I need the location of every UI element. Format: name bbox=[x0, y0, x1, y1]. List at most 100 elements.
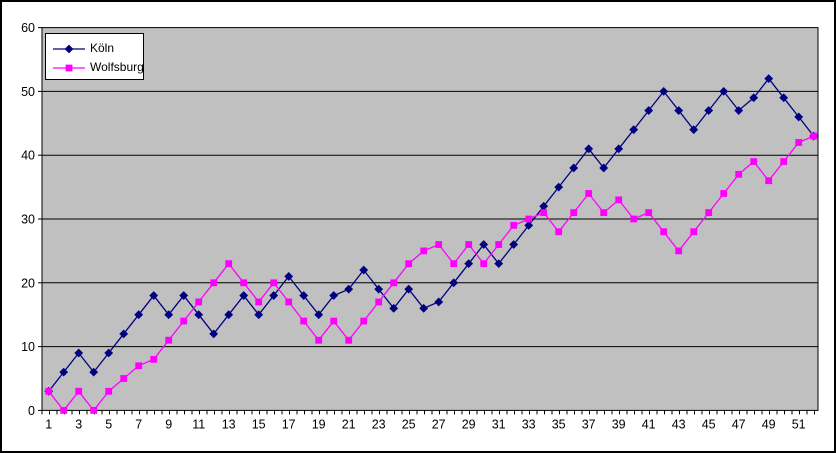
series-wolfsburg-point bbox=[750, 158, 758, 165]
series-koln-point bbox=[134, 310, 144, 320]
svg-text:45: 45 bbox=[702, 417, 716, 431]
series-wolfsburg-point bbox=[270, 279, 278, 287]
svg-text:39: 39 bbox=[612, 417, 626, 431]
series-koln-point bbox=[644, 106, 654, 115]
series-koln-point bbox=[704, 106, 714, 115]
svg-text:23: 23 bbox=[372, 417, 386, 431]
svg-text:29: 29 bbox=[462, 417, 476, 431]
x-axis-ticks bbox=[41, 410, 815, 415]
series-koln-point bbox=[719, 87, 729, 96]
series-koln-point bbox=[794, 112, 804, 122]
series-wolfsburg-point bbox=[525, 215, 533, 223]
series-koln bbox=[44, 74, 819, 396]
legend-marker-diamond bbox=[64, 44, 74, 53]
series-wolfsburg-point bbox=[135, 362, 143, 370]
series-wolfsburg-point bbox=[645, 209, 653, 217]
series-wolfsburg-point bbox=[690, 228, 698, 236]
series-wolfsburg-point bbox=[45, 387, 53, 395]
series-koln-point bbox=[584, 144, 594, 154]
wolfsburg-line-marker-sample bbox=[52, 61, 86, 73]
series-wolfsburg-point bbox=[255, 298, 263, 306]
series-wolfsburg-point bbox=[660, 228, 668, 236]
svg-text:5: 5 bbox=[105, 417, 112, 431]
series-wolfsburg-point bbox=[240, 279, 248, 287]
series-wolfsburg-line bbox=[48, 135, 814, 412]
series-wolfsburg-point bbox=[720, 190, 728, 197]
x-axis-labels: 1 3 5 7 9 11 13 15 17 19 21 23 25 27 29 31 33 35 37 39 41 43 4… bbox=[45, 417, 805, 431]
series-koln-point bbox=[674, 106, 684, 115]
svg-text:51: 51 bbox=[792, 417, 806, 431]
series-wolfsburg-point bbox=[75, 387, 83, 395]
series-wolfsburg-point bbox=[180, 317, 188, 325]
series-koln-point bbox=[299, 291, 309, 300]
svg-text:13: 13 bbox=[222, 417, 236, 431]
series-wolfsburg-point bbox=[300, 317, 308, 325]
series-koln-point bbox=[209, 329, 219, 339]
series-wolfsburg-point bbox=[480, 260, 488, 268]
svg-text:10: 10 bbox=[21, 340, 35, 354]
svg-text:35: 35 bbox=[552, 417, 566, 431]
series-koln-point bbox=[599, 163, 609, 173]
series-koln-point bbox=[179, 291, 189, 300]
legend-item-koln[interactable]: Köln bbox=[52, 38, 143, 57]
series-wolfsburg-point bbox=[375, 298, 383, 306]
svg-text:33: 33 bbox=[522, 417, 536, 431]
series-wolfsburg-point bbox=[465, 241, 473, 248]
series-wolfsburg-point bbox=[195, 298, 203, 306]
series-koln-point bbox=[149, 291, 159, 300]
series-koln-point bbox=[59, 367, 69, 377]
series-wolfsburg-point bbox=[765, 177, 773, 185]
series-koln-point bbox=[629, 125, 639, 135]
series-koln-point bbox=[569, 163, 579, 173]
series-koln-point bbox=[539, 201, 549, 211]
series-wolfsburg-point bbox=[105, 387, 113, 395]
series-wolfsburg-point bbox=[315, 336, 323, 344]
series-koln-point bbox=[419, 303, 429, 313]
series-koln-point bbox=[314, 310, 324, 320]
y-gridlines bbox=[38, 27, 818, 411]
series-koln-point bbox=[89, 367, 99, 377]
series-wolfsburg-point bbox=[210, 279, 218, 287]
svg-text:27: 27 bbox=[432, 417, 446, 431]
series-koln-point bbox=[479, 240, 489, 249]
series-koln-point bbox=[404, 284, 414, 294]
svg-text:3: 3 bbox=[75, 417, 82, 431]
series-wolfsburg-point bbox=[450, 260, 458, 268]
series-koln-point bbox=[254, 310, 264, 320]
series-wolfsburg-point bbox=[795, 139, 803, 146]
y-axis-labels: 0 10 20 30 40 50 60 bbox=[21, 21, 35, 418]
series-wolfsburg-point bbox=[600, 209, 608, 217]
legend[interactable]: Köln Wolfsburg bbox=[45, 33, 144, 80]
series-koln-point bbox=[434, 297, 444, 307]
series-wolfsburg-point bbox=[120, 375, 128, 382]
series-wolfsburg-point bbox=[435, 241, 443, 248]
svg-text:15: 15 bbox=[252, 417, 266, 431]
svg-text:41: 41 bbox=[642, 417, 656, 431]
series-koln-point bbox=[374, 284, 384, 294]
series-wolfsburg-point bbox=[405, 260, 413, 268]
svg-text:25: 25 bbox=[402, 417, 416, 431]
series-wolfsburg-point bbox=[345, 336, 353, 344]
series-wolfsburg-point bbox=[810, 132, 818, 140]
svg-text:17: 17 bbox=[282, 417, 296, 431]
series-koln-point bbox=[779, 93, 789, 103]
svg-text:37: 37 bbox=[582, 417, 596, 431]
series-wolfsburg-point bbox=[165, 336, 173, 344]
svg-text:60: 60 bbox=[21, 21, 35, 35]
series-wolfsburg-point bbox=[420, 247, 428, 255]
series-wolfsburg-point bbox=[225, 260, 233, 268]
legend-item-wolfsburg[interactable]: Wolfsburg bbox=[52, 57, 144, 76]
svg-text:43: 43 bbox=[672, 417, 686, 431]
svg-text:9: 9 bbox=[165, 417, 172, 431]
koln-line-marker-sample bbox=[52, 42, 86, 54]
series-wolfsburg-point bbox=[585, 190, 593, 197]
series-wolfsburg-point bbox=[285, 298, 293, 306]
series-koln-point bbox=[104, 348, 114, 358]
series-koln-point bbox=[614, 144, 624, 154]
series-koln-point bbox=[509, 240, 519, 249]
svg-text:19: 19 bbox=[312, 417, 326, 431]
series-koln-point bbox=[389, 303, 399, 313]
series-koln-point bbox=[269, 291, 279, 300]
